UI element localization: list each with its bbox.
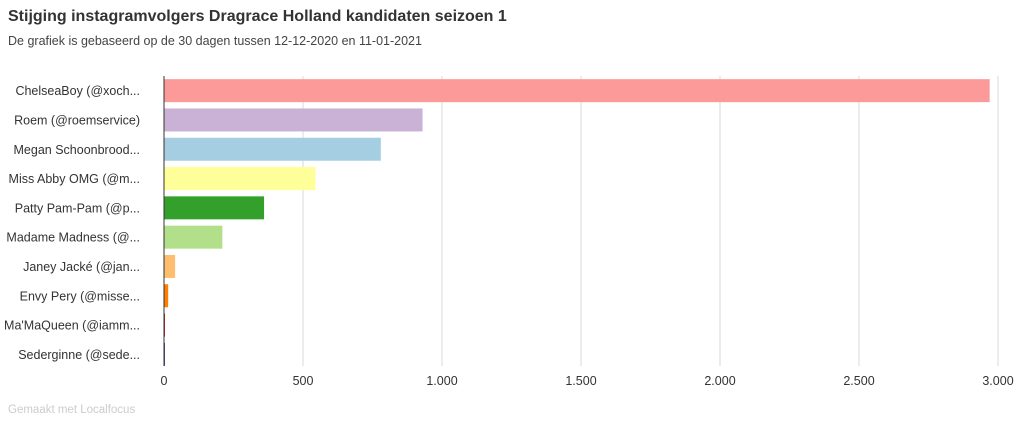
x-tick-label: 2.000 (704, 374, 735, 388)
bar[interactable] (164, 137, 381, 161)
bar[interactable] (164, 167, 316, 191)
category-label: Ma'MaQueen (@iamm... (4, 319, 140, 333)
chart-title: Stijging instagramvolgers Dragrace Holla… (8, 8, 507, 25)
category-label: Madame Madness (@... (6, 231, 140, 245)
category-label: Envy Pery (@misse... (20, 289, 140, 303)
bar[interactable] (164, 79, 990, 103)
bars (164, 79, 990, 366)
gridlines (302, 76, 999, 366)
x-tick-label: 1.500 (565, 374, 596, 388)
category-label: Sederginne (@sede... (18, 348, 140, 362)
category-label: Janey Jacké (@jan... (23, 260, 140, 274)
category-labels: ChelseaBoy (@xoch... Roem (@roemservice) M… (4, 84, 140, 362)
x-tick-label: 1.000 (426, 374, 457, 388)
category-label: Patty Pam-Pam (@p... (15, 201, 140, 215)
x-tick-label: 3.000 (982, 374, 1013, 388)
x-tick-label: 2.500 (843, 374, 874, 388)
x-axis-ticks: 0 500 1.000 1.500 2.000 2.500 3.000 (161, 374, 1014, 388)
bar[interactable] (164, 225, 223, 249)
chart-subtitle: De grafiek is gebaseerd op de 30 dagen t… (8, 34, 422, 48)
category-label: Megan Schoonbrood... (14, 143, 140, 157)
category-label: Miss Abby OMG (@m... (9, 172, 140, 186)
category-label: Roem (@roemservice) (14, 113, 140, 127)
bar[interactable] (164, 108, 423, 132)
x-tick-label: 500 (293, 374, 314, 388)
footer-credit: Gemaakt met Localfocus (8, 404, 136, 416)
bar[interactable] (164, 254, 176, 278)
bar[interactable] (164, 284, 169, 308)
x-tick-label: 0 (161, 374, 168, 388)
bar[interactable] (164, 196, 265, 220)
category-label: ChelseaBoy (@xoch... (15, 84, 140, 98)
